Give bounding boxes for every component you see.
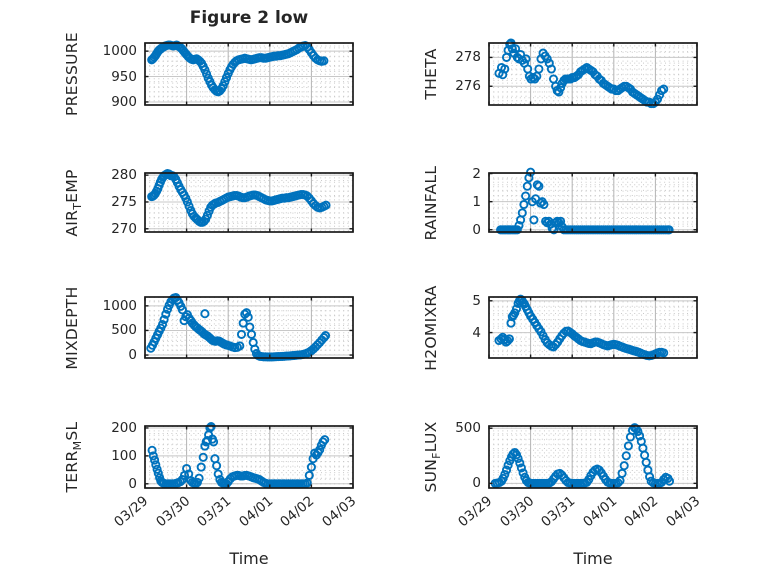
figure-title: Figure 2 low	[189, 8, 309, 28]
y-tick-label: 0	[472, 222, 481, 238]
y-tick-label: 1	[472, 194, 481, 210]
scatter-series-air-temp	[147, 168, 331, 227]
scatter-series-terr-msl	[147, 422, 330, 489]
y-axis-label-rainfall: RAINFALL	[422, 166, 440, 241]
y-axis-label-text: PRESSURE	[63, 32, 81, 116]
y-axis-label-text: EMP	[63, 169, 81, 203]
y-axis-label-text: THETA	[422, 48, 440, 100]
scatter-series-theta	[494, 38, 669, 109]
panel-h2omixra-plot	[488, 294, 698, 361]
panel-rainfall-plot	[488, 167, 698, 235]
y-axis-label-text: TERR	[63, 450, 81, 493]
y-axis-label-text: RAINFALL	[422, 165, 440, 241]
panel-sun-flux-plot	[488, 423, 698, 489]
x-tick-label-anchor: 04/03	[627, 493, 703, 530]
panel-terr-msl-plot	[144, 422, 354, 489]
y-axis-label-text: H2OMIXRA	[422, 285, 440, 371]
scatter-series-pressure	[147, 40, 329, 97]
y-tick-label: 900	[111, 94, 137, 110]
scatter-series-sun-flux	[490, 423, 675, 488]
y-tick-label: 1000	[102, 298, 137, 314]
y-tick-label: 2	[472, 166, 481, 182]
y-axis-label-sun-flux: SUNFLUX	[422, 421, 443, 493]
y-tick-label: 1000	[102, 43, 137, 59]
y-tick-label: 500	[111, 322, 137, 338]
y-axis-label-text: SL	[63, 421, 81, 441]
panel-air-temp-plot	[144, 168, 354, 233]
scatter-series-rainfall	[496, 167, 674, 235]
y-axis-label-mixdepth: MIXDEPTH	[63, 286, 81, 369]
y-axis-label-text: MIXDEPTH	[63, 286, 81, 370]
y-tick-label: 200	[111, 420, 137, 436]
y-tick-label: 500	[455, 420, 481, 436]
y-axis-label-theta: THETA	[422, 48, 440, 99]
y-axis-label-h2omixra: H2OMIXRA	[422, 285, 440, 370]
y-axis-label-text: SUN	[422, 458, 440, 493]
panel-pressure-plot	[144, 40, 354, 106]
y-tick-label: 0	[472, 475, 481, 491]
x-axis-label-right: Time	[573, 549, 613, 568]
y-tick-label: 270	[111, 221, 137, 237]
panel-theta-plot	[488, 38, 698, 109]
x-axis-label-left: Time	[229, 549, 269, 568]
x-tick-label: 04/03	[663, 493, 704, 531]
y-axis-label-subscript: T	[71, 202, 84, 210]
y-axis-label-subscript: M	[71, 440, 84, 451]
y-tick-label: 100	[111, 448, 137, 464]
x-tick-label: 04/03	[319, 493, 360, 531]
y-tick-label: 276	[455, 78, 481, 94]
x-tick-label-anchor: 04/03	[283, 493, 359, 530]
y-axis-label-terr-msl: TERRMSL	[63, 421, 84, 493]
y-tick-label: 275	[111, 194, 137, 210]
scatter-series-h2omixra	[494, 294, 669, 361]
y-tick-label: 5	[472, 293, 481, 309]
panel-mixdepth-plot	[144, 292, 354, 362]
y-axis-label-text: LUX	[422, 421, 440, 453]
scatter-series-mixdepth	[146, 292, 331, 362]
y-tick-label: 0	[128, 347, 137, 363]
y-tick-label: 0	[128, 476, 137, 492]
y-tick-label: 280	[111, 167, 137, 183]
y-axis-label-pressure: PRESSURE	[63, 32, 81, 116]
y-tick-label: 278	[455, 49, 481, 65]
y-axis-label-subscript: F	[430, 452, 443, 459]
y-tick-label: 4	[472, 325, 481, 341]
y-tick-label: 950	[111, 69, 137, 85]
y-axis-label-air-temp: AIRTEMP	[63, 169, 84, 237]
y-axis-label-text: AIR	[63, 209, 81, 237]
